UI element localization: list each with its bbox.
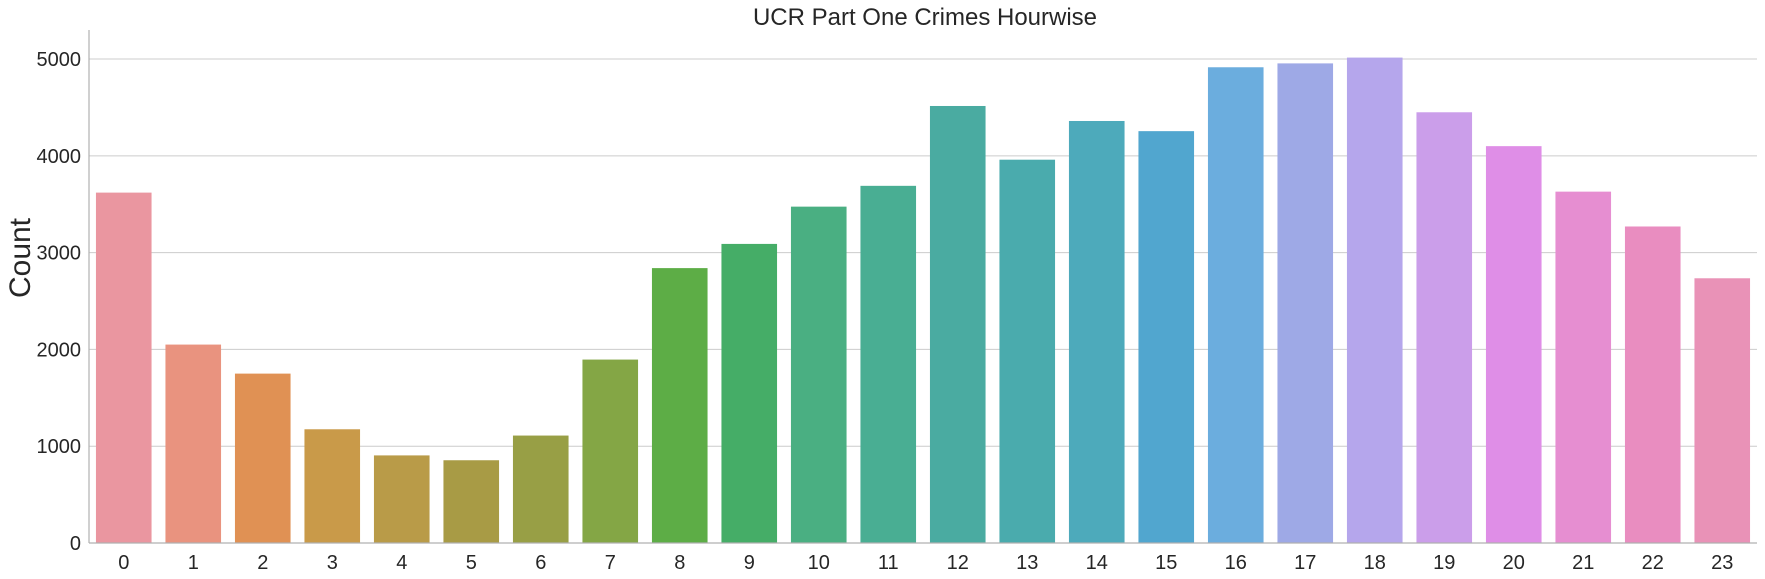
x-tick-label: 4 xyxy=(396,552,407,574)
x-tick-label: 18 xyxy=(1364,552,1386,574)
x-tick-label: 20 xyxy=(1503,552,1525,574)
x-tick-label: 13 xyxy=(1016,552,1038,574)
y-axis-label: Count xyxy=(4,217,37,298)
bar-hour-11 xyxy=(860,185,917,543)
y-tick-label: 4000 xyxy=(37,146,82,168)
y-tick-label: 1000 xyxy=(37,436,82,458)
x-tick-label: 6 xyxy=(535,552,546,574)
x-tick-label: 11 xyxy=(878,552,899,574)
bar-hour-12 xyxy=(929,105,986,543)
x-tick-label: 22 xyxy=(1642,552,1664,574)
bar-hour-2 xyxy=(234,373,291,543)
bar-hour-21 xyxy=(1555,191,1612,543)
bar-hour-0 xyxy=(95,192,152,543)
x-tick-label: 9 xyxy=(744,552,755,574)
x-tick-label: 5 xyxy=(466,552,477,574)
bar-hour-10 xyxy=(790,206,847,543)
bars xyxy=(95,57,1751,544)
bar-hour-9 xyxy=(721,243,778,543)
x-tick-label: 23 xyxy=(1711,552,1733,574)
bar-hour-15 xyxy=(1138,131,1195,543)
bar-hour-19 xyxy=(1416,112,1473,543)
bar-hour-1 xyxy=(165,344,222,543)
bar-hour-17 xyxy=(1277,63,1334,543)
y-tick-labels: 0 1000 2000 3000 4000 5000 xyxy=(37,49,82,555)
y-tick-label: 3000 xyxy=(37,243,82,265)
bar-hour-13 xyxy=(999,159,1056,543)
bar-hour-16 xyxy=(1207,67,1264,544)
x-tick-label: 3 xyxy=(327,552,338,574)
x-tick-label: 0 xyxy=(118,552,129,574)
bar-hour-20 xyxy=(1485,146,1542,543)
chart-title: UCR Part One Crimes Hourwise xyxy=(753,4,1097,31)
bar-hour-8 xyxy=(651,268,708,543)
bar-hour-4 xyxy=(373,455,430,543)
x-tick-label: 15 xyxy=(1155,552,1177,574)
x-tick-label: 16 xyxy=(1225,552,1247,574)
bar-hour-14 xyxy=(1068,120,1125,543)
x-tick-label: 10 xyxy=(808,552,830,574)
x-tick-label: 19 xyxy=(1433,552,1455,574)
bar-hour-22 xyxy=(1624,226,1681,543)
x-tick-label: 7 xyxy=(605,552,616,574)
axis-spines xyxy=(88,30,1757,544)
bar-hour-5 xyxy=(443,460,500,543)
bar-hour-6 xyxy=(512,435,569,543)
x-tick-label: 8 xyxy=(674,552,685,574)
bar-hour-7 xyxy=(582,359,639,543)
bar-hour-3 xyxy=(304,429,361,543)
y-tick-label: 5000 xyxy=(37,49,82,71)
y-tick-label: 2000 xyxy=(37,339,82,361)
bar-hour-18 xyxy=(1346,57,1403,544)
x-tick-label: 1 xyxy=(188,552,199,574)
x-tick-labels: 0 1 2 3 4 5 6 7 8 9 10 11 12 13 14 15 16 17 18 19 20 21 22 23 xyxy=(118,552,1733,574)
x-tick-label: 21 xyxy=(1572,552,1594,574)
y-tick-label: 0 xyxy=(70,533,81,555)
x-tick-label: 2 xyxy=(257,552,268,574)
x-tick-label: 12 xyxy=(947,552,969,574)
bar-hour-23 xyxy=(1694,278,1751,543)
x-tick-label: 17 xyxy=(1294,552,1316,574)
x-tick-label: 14 xyxy=(1086,552,1108,574)
